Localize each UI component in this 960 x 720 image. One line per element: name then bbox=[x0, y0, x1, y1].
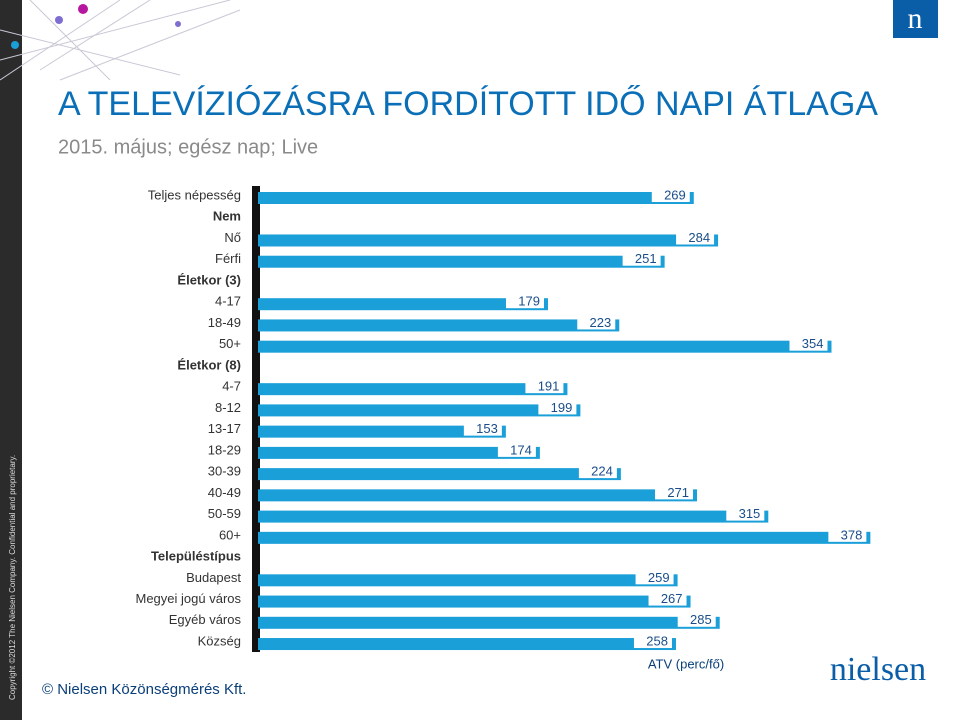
bar bbox=[258, 425, 506, 438]
category-label: 50+ bbox=[219, 336, 241, 351]
value-label: 179 bbox=[518, 294, 540, 309]
bar bbox=[258, 383, 568, 396]
value-label-box bbox=[622, 251, 661, 266]
value-label-box bbox=[577, 315, 616, 330]
value-label: 271 bbox=[667, 485, 689, 500]
subtitle: 2015. május; egész nap; Live bbox=[58, 136, 318, 158]
bar bbox=[258, 192, 694, 204]
bar bbox=[258, 616, 720, 629]
category-label: 50-59 bbox=[208, 506, 241, 521]
value-label-box bbox=[578, 464, 617, 479]
category-label: 30-39 bbox=[208, 464, 241, 479]
bar bbox=[258, 446, 540, 459]
bar bbox=[258, 531, 871, 544]
bar bbox=[258, 255, 665, 268]
bar bbox=[258, 510, 769, 523]
dot bbox=[55, 16, 63, 24]
value-label-box bbox=[525, 379, 564, 394]
value-label: 199 bbox=[551, 400, 573, 415]
category-label: Életkor (8) bbox=[177, 357, 241, 372]
value-label-box bbox=[677, 612, 716, 627]
value-label-box bbox=[655, 485, 694, 500]
value-label: 174 bbox=[510, 442, 532, 457]
category-label: Megyei jogú város bbox=[136, 591, 242, 606]
value-label: 259 bbox=[648, 570, 670, 585]
category-label: 13-17 bbox=[208, 421, 241, 436]
value-label: 354 bbox=[802, 336, 824, 351]
bar bbox=[258, 638, 676, 651]
dot bbox=[11, 41, 19, 49]
footer: © Nielsen Közönségmérés Kft. bbox=[42, 681, 246, 698]
copyright: Copyright ©2012 The Nielsen Company. Con… bbox=[8, 455, 17, 700]
dot bbox=[175, 21, 181, 27]
value-label: 153 bbox=[476, 421, 498, 436]
bar bbox=[258, 298, 548, 311]
value-label-box bbox=[651, 188, 690, 202]
category-label: Nő bbox=[224, 230, 241, 245]
category-label: Budapest bbox=[186, 570, 241, 585]
dot bbox=[78, 4, 88, 14]
decoration bbox=[0, 0, 241, 81]
bar bbox=[258, 489, 698, 502]
category-label: Teljes népesség bbox=[148, 187, 241, 202]
value-label: 285 bbox=[690, 612, 712, 627]
value-label: 223 bbox=[590, 315, 612, 330]
value-label-box bbox=[497, 442, 536, 457]
value-label-box bbox=[648, 591, 687, 606]
corner-logo: n bbox=[908, 2, 923, 35]
category-label: Egyéb város bbox=[169, 612, 242, 627]
value-label: 269 bbox=[664, 187, 686, 202]
bar bbox=[258, 468, 621, 481]
bar bbox=[258, 404, 581, 417]
value-label: 258 bbox=[646, 633, 668, 648]
value-label-box bbox=[505, 294, 544, 309]
logo: nielsen bbox=[830, 651, 926, 688]
value-label-box bbox=[726, 506, 765, 521]
category-label: 18-49 bbox=[208, 315, 241, 330]
axis-bar bbox=[252, 186, 260, 652]
value-label-box bbox=[635, 570, 674, 585]
x-axis-label: ATV (perc/fő) bbox=[648, 656, 724, 671]
bar bbox=[258, 574, 678, 587]
value-label: 315 bbox=[739, 506, 761, 521]
value-label: 267 bbox=[661, 591, 683, 606]
bar bbox=[258, 319, 620, 332]
value-label: 191 bbox=[538, 379, 560, 394]
value-label: 284 bbox=[688, 230, 710, 245]
bar bbox=[258, 340, 832, 353]
value-label-box bbox=[463, 421, 502, 436]
bar bbox=[258, 234, 719, 247]
category-label: 4-7 bbox=[222, 379, 241, 394]
bar bbox=[258, 595, 691, 608]
category-label: Településtípus bbox=[151, 549, 241, 564]
category-label: Község bbox=[198, 633, 241, 648]
category-label: Nem bbox=[213, 209, 241, 224]
value-label-box bbox=[676, 230, 715, 245]
category-label: Életkor (3) bbox=[177, 272, 241, 287]
value-label: 378 bbox=[841, 527, 863, 542]
value-label-box bbox=[828, 527, 867, 542]
category-label: 18-29 bbox=[208, 442, 241, 457]
value-label: 224 bbox=[591, 464, 613, 479]
value-label: 251 bbox=[635, 251, 657, 266]
value-label-box bbox=[789, 336, 828, 351]
title: A TELEVÍZIÓZÁSRA FORDÍTOTT IDŐ NAPI ÁTLA… bbox=[58, 85, 878, 123]
value-label-box bbox=[538, 400, 577, 415]
category-label: 40-49 bbox=[208, 485, 241, 500]
category-label: Férfi bbox=[215, 251, 241, 266]
corner-logo-box bbox=[893, 0, 938, 38]
side-strip bbox=[0, 0, 22, 720]
category-label: 8-12 bbox=[215, 400, 241, 415]
category-label: 4-17 bbox=[215, 294, 241, 309]
category-label: 60+ bbox=[219, 527, 241, 542]
value-label-box bbox=[633, 634, 672, 649]
